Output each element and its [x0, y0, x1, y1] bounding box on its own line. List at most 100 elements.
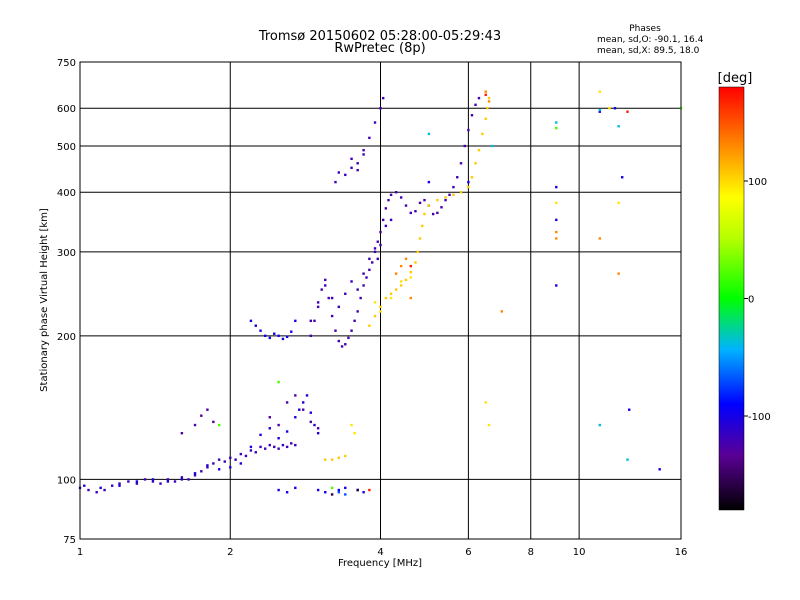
data-point: [444, 198, 447, 202]
data-point: [180, 476, 184, 479]
data-point: [340, 345, 344, 348]
data-point: [598, 423, 601, 427]
data-point: [598, 108, 601, 112]
data-point: [95, 491, 98, 494]
data-point: [206, 464, 209, 467]
data-point: [427, 132, 431, 136]
data-point: [337, 171, 340, 174]
data-point: [344, 173, 347, 177]
data-point: [298, 408, 301, 411]
data-point: [217, 423, 221, 427]
y-tick-label: 100: [57, 475, 76, 486]
data-point: [353, 319, 356, 323]
data-point: [487, 100, 491, 103]
data-point: [598, 110, 601, 113]
y-tick-label: 400: [57, 188, 76, 199]
data-point: [118, 484, 121, 487]
data-point: [418, 201, 422, 205]
data-point: [277, 437, 280, 440]
data-point: [658, 468, 661, 471]
data-point: [212, 462, 215, 465]
data-point: [379, 107, 382, 110]
data-point: [294, 486, 297, 490]
data-point: [309, 420, 312, 424]
data-point: [368, 268, 371, 272]
data-point: [555, 185, 558, 189]
data-point: [135, 482, 139, 485]
data-point: [254, 324, 257, 327]
data-point: [337, 491, 340, 494]
data-point: [350, 423, 353, 427]
data-point: [626, 110, 629, 113]
data-point: [368, 257, 371, 261]
data-point: [259, 329, 262, 332]
data-point: [436, 198, 439, 202]
data-point: [264, 334, 267, 338]
data-point: [356, 288, 359, 291]
data-point: [180, 431, 184, 435]
data-point: [356, 310, 359, 313]
data-point: [309, 319, 312, 323]
data-point: [264, 447, 267, 450]
data-point: [394, 288, 398, 291]
data-point: [229, 466, 232, 469]
data-point: [459, 162, 463, 165]
data-point: [598, 237, 601, 240]
data-point: [334, 329, 337, 332]
data-point: [217, 468, 221, 471]
y-axis-label: Stationary phase Virtual Height [km]: [39, 208, 50, 392]
data-point: [285, 430, 289, 433]
data-point: [399, 196, 403, 199]
data-point: [459, 191, 463, 194]
data-point: [404, 204, 408, 207]
data-point: [484, 401, 487, 404]
data-point: [427, 204, 431, 207]
data-point: [294, 319, 297, 323]
data-point: [290, 330, 293, 333]
data-point: [294, 443, 297, 447]
data-point: [277, 423, 280, 427]
data-point: [223, 460, 226, 463]
data-point: [617, 201, 620, 205]
data-point: [344, 454, 347, 458]
colorbar-tick-label: -100: [748, 412, 771, 423]
chart-subtitle: RwPretec (8p): [334, 41, 425, 56]
data-point: [427, 180, 431, 184]
data-point: [555, 218, 558, 222]
data-point: [281, 337, 285, 341]
data-point: [249, 445, 253, 449]
data-point: [470, 176, 474, 179]
data-point: [487, 96, 491, 100]
data-point: [389, 296, 393, 300]
data-point: [399, 280, 403, 283]
data-point: [362, 148, 365, 152]
data-point: [456, 176, 459, 179]
x-tick-label: 2: [227, 547, 233, 558]
x-tick-label: 4: [377, 547, 383, 558]
data-point: [373, 314, 377, 318]
data-point: [474, 103, 477, 106]
y-tick-label: 300: [57, 248, 76, 259]
data-point: [431, 212, 435, 216]
data-point: [99, 486, 102, 490]
x-tick-label: 10: [573, 547, 586, 558]
data-point: [356, 162, 359, 165]
data-point: [273, 332, 276, 335]
data-point: [316, 305, 320, 309]
data-point: [626, 458, 629, 461]
data-point: [381, 96, 385, 100]
data-point: [409, 264, 412, 268]
data-point: [470, 114, 474, 117]
data-point: [316, 427, 320, 430]
data-point: [384, 296, 388, 300]
data-point: [320, 288, 323, 291]
colorbar: [718, 86, 745, 511]
data-point: [234, 458, 237, 461]
grid-layer: [80, 62, 681, 539]
data-point: [452, 193, 455, 197]
data-point: [268, 336, 271, 340]
data-point: [555, 121, 558, 124]
y-tick-labels: 75 100 200 300 400 500 600 750: [57, 58, 76, 546]
data-point: [467, 185, 470, 189]
